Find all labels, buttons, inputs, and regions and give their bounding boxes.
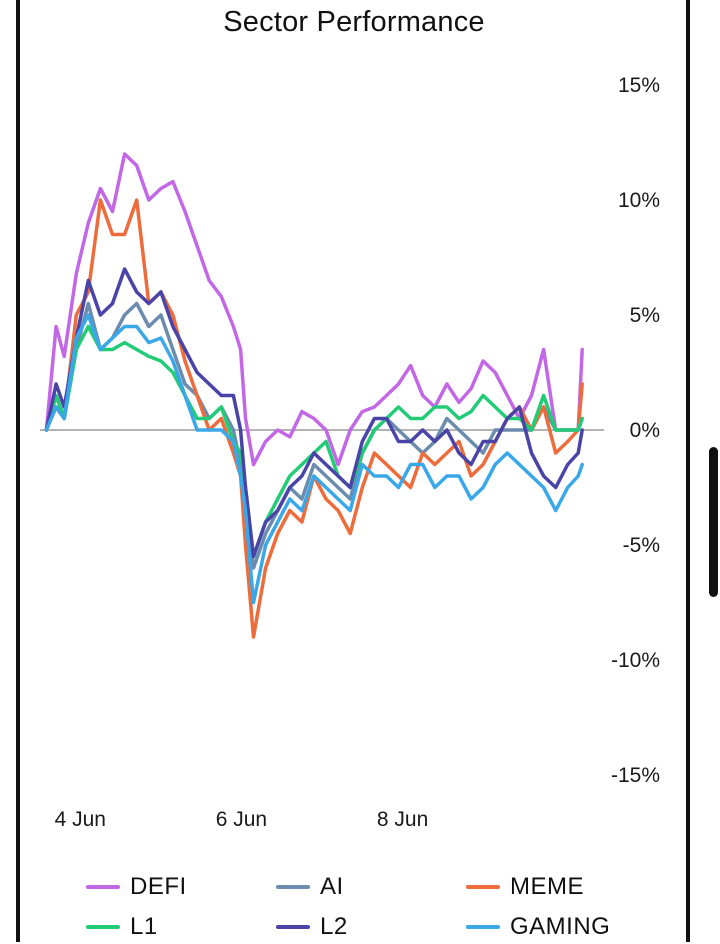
y-axis-ticks: 15% 10% 5% 0% -5% -10% -15% [611,74,660,787]
series-line-l2 [44,267,584,559]
series-line-defi [44,152,584,467]
chart-plot-area: 15% 10% 5% 0% -5% -10% -15% 4 Jun 6 Jun 8 Jun [40,74,660,831]
legend-label: L1 [130,913,158,940]
legend-swatch [276,925,310,929]
frame-right-border [686,0,690,942]
chart-legend: DEFI AI MEME L1 L2 GAMING [86,870,646,944]
y-tick-label: -10% [611,649,660,672]
legend-item-ai[interactable]: AI [276,870,466,904]
x-axis-ticks: 4 Jun 6 Jun 8 Jun [55,808,429,831]
legend-swatch [86,885,120,889]
legend-label: AI [320,873,344,900]
legend-swatch [466,925,500,929]
y-tick-label: -15% [611,764,660,787]
series-line-ai [44,301,584,570]
legend-label: L2 [320,913,348,940]
series-line-l1 [44,324,584,559]
y-tick-label: 10% [618,189,660,212]
x-tick-label: 8 Jun [377,808,428,831]
x-tick-label: 6 Jun [216,808,267,831]
x-tick-label: 4 Jun [55,808,106,831]
legend-item-l2[interactable]: L2 [276,910,466,944]
y-tick-label: 15% [618,74,660,97]
legend-item-meme[interactable]: MEME [466,870,646,904]
y-tick-label: 5% [630,304,660,327]
legend-item-l1[interactable]: L1 [86,910,276,944]
legend-swatch [466,885,500,889]
legend-label: MEME [510,873,584,900]
legend-item-defi[interactable]: DEFI [86,870,276,904]
chart-title: Sector Performance [223,6,485,38]
y-tick-label: 0% [630,419,660,442]
legend-swatch [86,925,120,929]
legend-label: DEFI [130,873,187,900]
y-tick-label: -5% [623,534,660,557]
scrollbar-thumb[interactable] [709,447,718,597]
legend-swatch [276,885,310,889]
series-layer [44,152,584,639]
legend-label: GAMING [510,913,611,940]
series-line-gaming [44,313,584,605]
frame-left-border [16,0,20,942]
legend-item-gaming[interactable]: GAMING [466,910,646,944]
